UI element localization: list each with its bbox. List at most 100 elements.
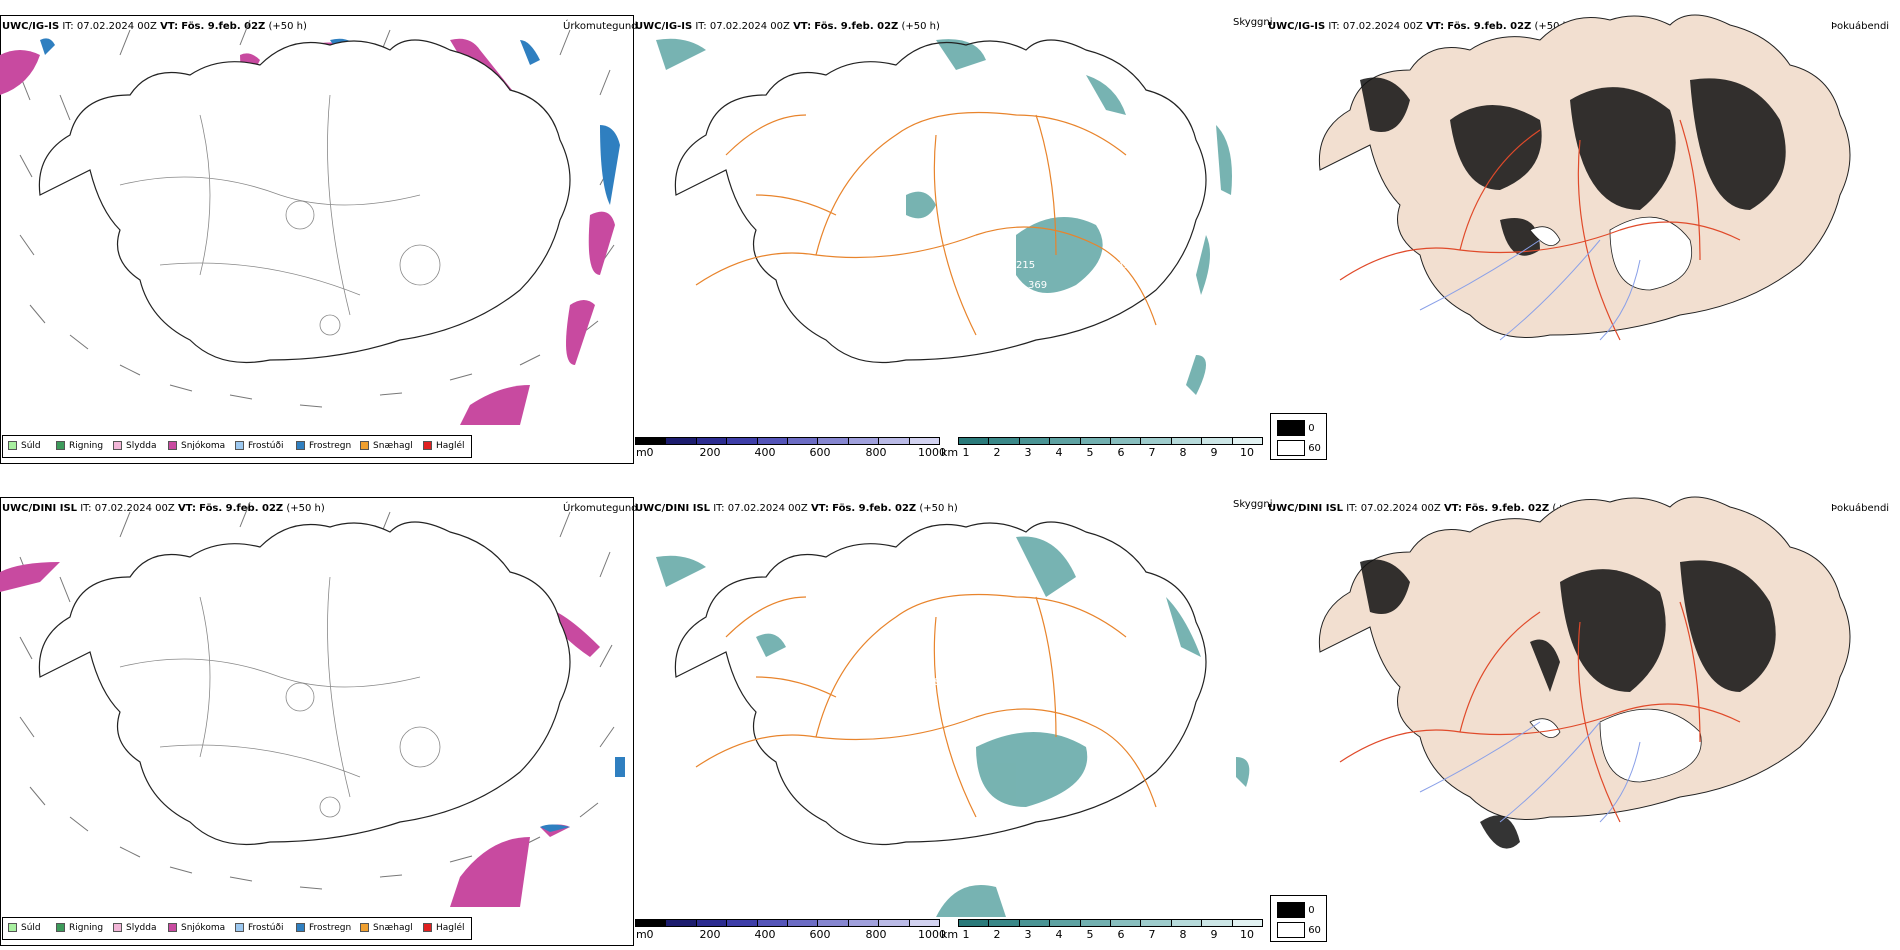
precip-type-panel-top [0, 15, 634, 464]
precip-type-title-top: Úrkomutegund [563, 21, 638, 32]
iceland-map-fog-bottom [1318, 496, 1851, 849]
fog-legend-item-0: 0 [1277, 902, 1315, 918]
legend-label: 60 [1308, 925, 1321, 936]
tick-label: 8 [1179, 928, 1187, 941]
tick-label: 1 [962, 446, 970, 459]
legend-label: 60 [1308, 443, 1321, 454]
legend-swatch [8, 923, 17, 932]
legend-swatch [235, 441, 244, 450]
visibility-km-colorbar [958, 437, 1263, 445]
legend-swatch [1277, 922, 1305, 938]
legend-swatch [423, 923, 432, 932]
island-outline [674, 521, 1207, 846]
iceland-map-precip-bottom [0, 501, 625, 907]
legend-label: 0 [1308, 905, 1315, 916]
legend-label: Rigning [69, 441, 104, 451]
visibility-values: 215 369 718 430 543 [1016, 260, 1130, 306]
tick-label: 2 [993, 446, 1001, 459]
init-time-value: 07.02.2024 00Z [727, 503, 808, 514]
tick-label: 4 [1055, 446, 1063, 459]
district-boundaries [119, 576, 441, 818]
model-name: UWC/DINI ISL [1268, 503, 1344, 514]
legend-swatch [296, 441, 305, 450]
legend-swatch [1277, 420, 1305, 436]
tick-label: 7 [1148, 928, 1156, 941]
glacier-white [1529, 216, 1692, 291]
legend-label: Snæhagl [373, 923, 413, 933]
legend-item-snow: Snjókoma [168, 922, 225, 934]
valid-time-value: Fös. 9.feb. 02Z [199, 503, 284, 514]
lead-time: (+50 h) [1534, 21, 1573, 32]
legend-item-hail: Haglél [423, 440, 465, 452]
precip-legend-bottom: Súld Rigning Slydda Snjókoma Frostúði Fr… [2, 917, 472, 940]
precip-type-title-bottom: Úrkomutegund [563, 503, 638, 514]
panel-header-fog-top: UWC/IG-IS IT: 07.02.2024 00Z VT: Fös. 9.… [1268, 21, 1573, 33]
legend-item-drizzle: Súld [8, 922, 41, 934]
visibility-value: 338 [921, 677, 940, 688]
fog-title-bottom: Þokuábendi [1831, 503, 1890, 514]
panel-header-visibility-top: UWC/IG-IS IT: 07.02.2024 00Z VT: Fös. 9.… [635, 21, 940, 33]
panel-header-precip-top: UWC/IG-IS IT: 07.02.2024 00Z VT: Fös. 9.… [2, 21, 307, 33]
init-time-value: 07.02.2024 00Z [76, 21, 157, 32]
visibility-km-colorbar [958, 919, 1263, 927]
legend-label: Snæhagl [373, 441, 413, 451]
init-time-value: 07.02.2024 00Z [709, 21, 790, 32]
km-tick-labels: 1 2 3 4 5 6 7 8 9 10 [963, 928, 1256, 942]
init-time-value: 07.02.2024 00Z [1360, 503, 1441, 514]
tick-label: 5 [1086, 446, 1094, 459]
valid-time-label: VT: [160, 21, 179, 32]
fog-legend-top: 0 60 [1270, 413, 1327, 460]
valid-time-value: Fös. 9.feb. 02Z [181, 21, 266, 32]
legend-label: Slydda [126, 923, 157, 933]
tick-label: 10 [1240, 928, 1254, 941]
tick-label: 7 [1148, 446, 1156, 459]
valid-time-value: Fös. 9.feb. 02Z [814, 21, 899, 32]
lead-time: (+50 h) [901, 21, 940, 32]
fog-roads [1339, 119, 1741, 341]
model-name: UWC/DINI ISL [635, 503, 711, 514]
visibility-value: 430 [1091, 277, 1110, 288]
legend-item-sleet: Slydda [113, 440, 156, 452]
panel-header-visibility-bottom: UWC/DINI ISL IT: 07.02.2024 00Z VT: Fös.… [635, 503, 958, 515]
tick-label: 800 [865, 446, 887, 459]
iceland-map-precip-top [0, 19, 620, 425]
tick-label: 9 [1210, 928, 1218, 941]
m-tick-labels: 0 200 400 600 800 1000 [647, 446, 947, 460]
legend-label: Súld [21, 923, 41, 933]
legend-label: Súld [21, 441, 41, 451]
visibility-value: 820 [904, 692, 923, 703]
legend-label: Frostregn [309, 441, 352, 451]
valid-time-value: Fös. 9.feb. 02Z [1465, 503, 1550, 514]
legend-swatch [113, 441, 122, 450]
init-time-value: 07.02.2024 00Z [1342, 21, 1423, 32]
valid-time-label: VT: [177, 503, 196, 514]
visibility-values: 820 338 450 [904, 654, 1005, 703]
init-time-label: IT: [1328, 21, 1340, 32]
km-tick-labels: 1 2 3 4 5 6 7 8 9 10 [962, 446, 1256, 460]
init-time-label: IT: [1346, 503, 1358, 514]
valid-time-label: VT: [1426, 21, 1445, 32]
tick-label: 8 [1179, 446, 1187, 459]
district-boundaries [119, 94, 441, 336]
valid-time-value: Fös. 9.feb. 02Z [832, 503, 917, 514]
m-unit-label: m [636, 446, 647, 459]
valid-time-label: VT: [1443, 503, 1462, 514]
tick-label: 5 [1086, 928, 1094, 941]
legend-item-freezing-drizzle: Frostúði [235, 922, 283, 934]
tick-label: 0 [646, 928, 654, 941]
tick-label: 10 [1240, 446, 1254, 459]
visibility-value: 450 [986, 654, 1005, 665]
fog-title-top: Þokuábendi [1831, 21, 1890, 32]
tick-label: 2 [993, 928, 1001, 941]
legend-swatch [360, 923, 369, 932]
legend-label: Snjókoma [181, 923, 226, 933]
iceland-map-fog-top [1318, 14, 1851, 341]
model-name: UWC/IG-IS [2, 21, 60, 32]
legend-swatch [1277, 440, 1305, 456]
tick-label: 600 [809, 446, 831, 459]
legend-swatch [423, 441, 432, 450]
valid-time-label: VT: [793, 21, 812, 32]
init-time-label: IT: [62, 21, 74, 32]
rivers [1419, 239, 1641, 341]
island-outline [674, 39, 1207, 364]
